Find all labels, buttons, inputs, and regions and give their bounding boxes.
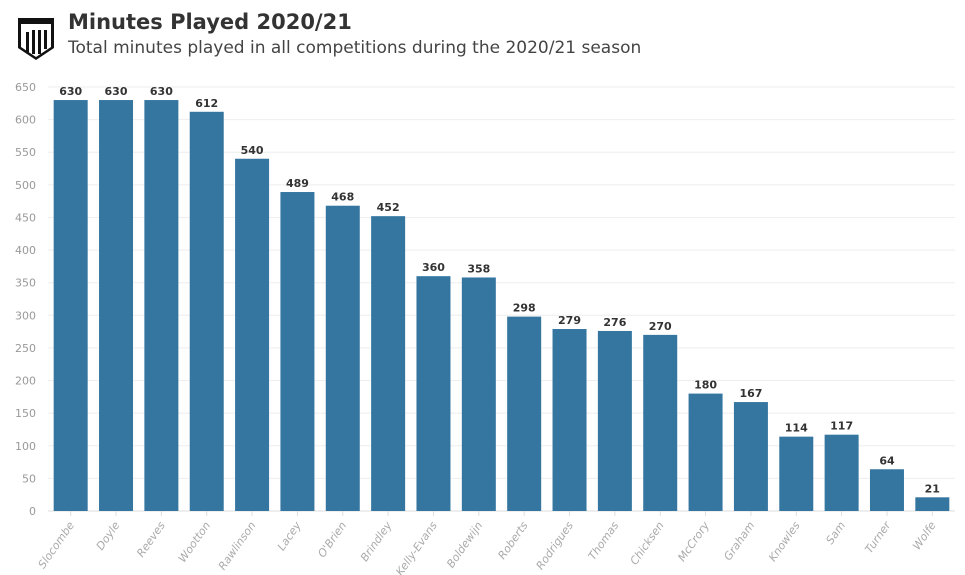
- y-tick-label: 650: [15, 81, 36, 94]
- data-label: 452: [377, 201, 400, 214]
- data-label: 167: [739, 387, 762, 400]
- x-tick-label: Kelly-Evans: [393, 519, 440, 575]
- x-tick-label: Lacey: [275, 519, 304, 553]
- x-tick-label: McCrory: [675, 519, 712, 564]
- x-tick-label: O'Brien: [315, 519, 349, 560]
- x-tick-label: Rodrigues: [534, 519, 577, 572]
- bar: [325, 205, 360, 511]
- bar: [507, 316, 542, 511]
- data-label: 360: [422, 261, 445, 274]
- data-label: 298: [513, 302, 536, 315]
- bar: [416, 276, 451, 511]
- chart-subtitle: Total minutes played in all competitions…: [68, 38, 642, 58]
- data-label: 489: [286, 177, 309, 190]
- bar: [733, 402, 768, 511]
- bar: [915, 497, 950, 511]
- y-tick-label: 150: [15, 407, 36, 420]
- y-tick-label: 400: [15, 244, 36, 257]
- x-tick-label: Thomas: [586, 519, 622, 562]
- data-label: 279: [558, 314, 581, 327]
- y-tick-label: 450: [15, 211, 36, 224]
- data-label: 270: [649, 320, 672, 333]
- x-tick-label: Wolfe: [910, 519, 939, 552]
- y-tick-label: 50: [22, 472, 36, 485]
- bar: [235, 158, 270, 511]
- data-label: 630: [105, 85, 128, 98]
- y-tick-label: 350: [15, 277, 36, 290]
- y-tick-label: 600: [15, 114, 36, 127]
- bar: [280, 192, 315, 511]
- bar: [461, 277, 496, 511]
- x-tick-label: Rawlinson: [216, 519, 259, 572]
- data-label: 630: [59, 85, 82, 98]
- data-label: 21: [925, 482, 940, 495]
- x-tick-label: Turner: [862, 518, 894, 556]
- data-label: 117: [830, 420, 853, 433]
- data-label: 540: [241, 144, 264, 157]
- data-label: 358: [467, 262, 490, 275]
- bar: [144, 100, 179, 512]
- data-label: 276: [603, 316, 626, 329]
- y-tick-label: 250: [15, 342, 36, 355]
- x-tick-label: Reeves: [134, 519, 168, 560]
- x-tick-label: Brindley: [358, 519, 395, 564]
- bar: [597, 330, 632, 511]
- x-tick-label: Boldewijn: [444, 519, 485, 570]
- x-tick-label: Doyle: [94, 519, 123, 552]
- bar: [688, 393, 723, 511]
- bar: [371, 216, 406, 511]
- bar: [779, 436, 814, 511]
- y-tick-label: 100: [15, 440, 36, 453]
- data-label: 630: [150, 85, 173, 98]
- data-label: 468: [331, 191, 354, 204]
- bar: [824, 434, 859, 511]
- x-tick-label: Wootton: [176, 519, 213, 565]
- y-tick-label: 0: [29, 505, 36, 518]
- x-tick-label: Sam: [823, 519, 848, 546]
- bar: [189, 111, 224, 511]
- chart-title: Minutes Played 2020/21: [68, 10, 352, 34]
- bar: [99, 100, 134, 512]
- y-tick-label: 550: [15, 146, 36, 159]
- data-label: 64: [879, 454, 895, 467]
- x-tick-label: Slocombe: [36, 519, 78, 571]
- bar: [643, 334, 678, 511]
- data-label: 114: [785, 422, 808, 435]
- data-label: 612: [195, 97, 218, 110]
- x-tick-label: Knowles: [766, 519, 803, 564]
- bar: [552, 329, 587, 511]
- x-tick-label: Graham: [721, 519, 757, 563]
- bar: [53, 100, 88, 512]
- data-label: 180: [694, 379, 717, 392]
- club-crest-logo: [18, 18, 54, 60]
- x-tick-label: Chicksen: [628, 519, 667, 567]
- y-tick-label: 500: [15, 179, 36, 192]
- y-tick-label: 200: [15, 375, 36, 388]
- y-tick-label: 300: [15, 309, 36, 322]
- bar: [869, 469, 904, 511]
- x-tick-label: Roberts: [495, 519, 530, 562]
